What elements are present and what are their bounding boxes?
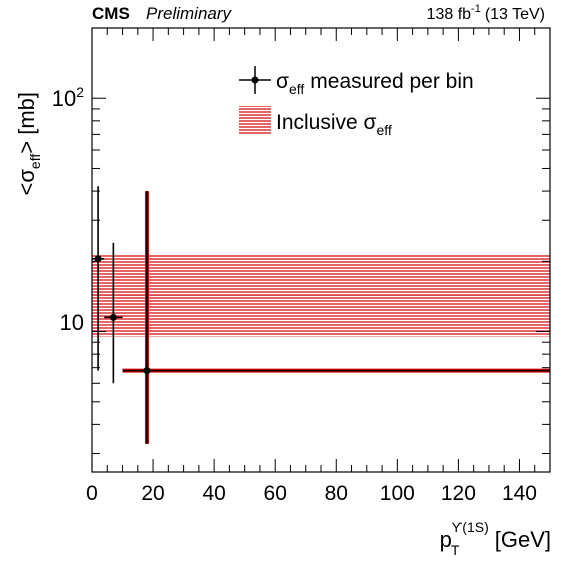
y-tick-label-100: 102 (52, 84, 84, 111)
experiment-label: CMS (92, 4, 130, 23)
x-axis-title: pT ϒ(1S) [GeV] (440, 519, 551, 558)
axis-ticks-layer (91, 27, 551, 472)
x-axis-title-sub: T (451, 542, 460, 558)
x-tick-labels: 0 20 40 60 80 100 120 140 (86, 482, 537, 505)
legend-entry-measured-tail: measured per bin (310, 70, 473, 93)
y-axis-title-tail: > [mb] (14, 92, 39, 154)
data-point-marker (94, 255, 102, 263)
x-axis-title-sup: ϒ(1S) (451, 519, 488, 535)
lumi-exponent: -1 (471, 3, 481, 15)
data-point (122, 191, 550, 444)
data-point (92, 186, 105, 371)
y-axis-title-sub: eff (27, 154, 43, 169)
lumi-label: 138 fb-1 (13 TeV) (427, 3, 545, 23)
data-point-marker (109, 313, 117, 321)
plot-frame (91, 27, 551, 473)
y-tick-label-100-base: 10 (52, 86, 76, 111)
legend-entry-inclusive: Inclusive σeff (276, 111, 392, 138)
legend-band-swatch (239, 106, 271, 134)
x-tick-label: 20 (141, 482, 164, 505)
x-tick-label: 60 (264, 482, 287, 505)
legend-entry-inclusive-sub: eff (377, 122, 392, 138)
legend-entry-measured-sub: eff (289, 81, 304, 97)
legend: σeff measured per bin Inclusive σeff (239, 66, 474, 138)
status-label: Preliminary (146, 4, 233, 23)
x-axis-title-tail: [GeV] (495, 527, 551, 552)
x-tick-label: 0 (86, 482, 98, 505)
legend-entry-measured: σeff measured per bin (276, 70, 474, 97)
data-points-layer (92, 186, 550, 444)
y-axis-title: <σeff> [mb] (14, 92, 43, 196)
legend-marker-dot (251, 76, 259, 84)
y-axis-title-main: <σ (14, 169, 39, 196)
lumi-value: 138 fb (427, 6, 472, 23)
data-point-marker (143, 367, 151, 375)
x-tick-label: 40 (202, 482, 225, 505)
energy-label: (13 TeV) (485, 6, 545, 23)
legend-entry-inclusive-head: Inclusive σ (276, 111, 377, 134)
data-point (104, 242, 123, 384)
x-tick-label: 80 (325, 482, 348, 505)
x-tick-label: 120 (441, 482, 476, 505)
y-tick-label-100-exp: 2 (76, 84, 84, 100)
x-tick-label: 100 (380, 482, 415, 505)
y-tick-label-10: 10 (60, 310, 84, 335)
legend-entry-measured-sigma: σ (276, 70, 289, 93)
x-tick-label: 140 (502, 482, 537, 505)
x-axis-title-main: p (440, 527, 452, 552)
